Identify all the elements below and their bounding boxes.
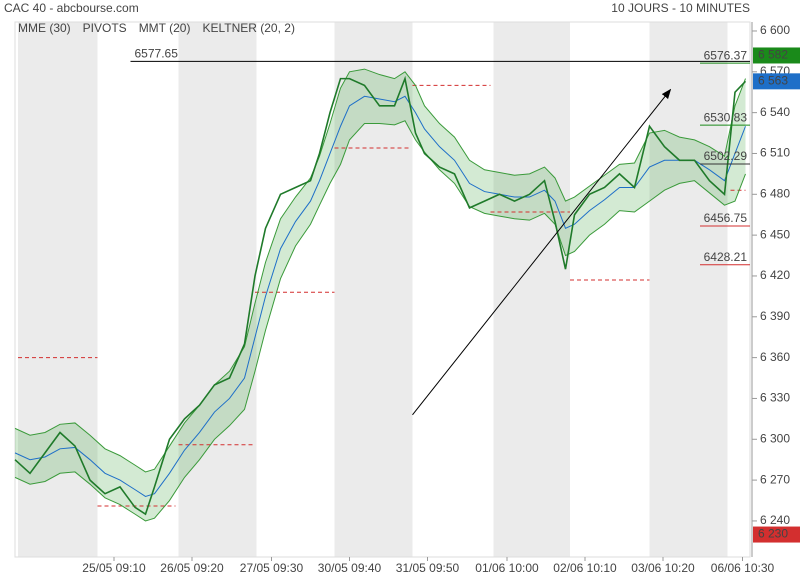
chart-title: CAC 40 - abcbourse.com	[4, 1, 139, 15]
series-line	[14, 68, 746, 473]
x-tick-label: 27/05 09:30	[240, 561, 304, 575]
reference-label: 6577.65	[135, 47, 179, 61]
y-tick-label: 6 300	[760, 431, 790, 445]
x-tick-label: 25/05 09:10	[82, 561, 146, 575]
x-tick-label: 06/06 10:30	[711, 561, 775, 575]
price-tag	[753, 526, 800, 543]
level-label: 6428.21	[704, 250, 748, 264]
y-tick-label: 6 510	[760, 146, 790, 160]
level-label: 6576.37	[704, 48, 748, 62]
session-band	[493, 22, 570, 557]
y-tick-label: 6 270	[760, 472, 790, 486]
level-label: 6456.75	[704, 211, 748, 225]
price-tag-label: 6 582	[758, 48, 788, 62]
y-tick-label: 6 420	[760, 268, 790, 282]
legend-entry: KELTNER (20, 2)	[202, 21, 294, 35]
y-tick-label: 6 600	[760, 23, 790, 37]
y-tick-label: 6 390	[760, 309, 790, 323]
x-tick-label: 02/06 10:10	[553, 561, 617, 575]
y-tick-label: 6 360	[760, 350, 790, 364]
price-tag-label: 6 563	[758, 74, 788, 88]
x-tick-label: 01/06 10:00	[475, 561, 539, 575]
y-tick-label: 6 240	[760, 513, 790, 527]
price-tag	[753, 73, 800, 90]
y-tick-label: 6 540	[760, 105, 790, 119]
x-tick-label: 03/06 10:20	[631, 561, 695, 575]
series-line	[14, 120, 746, 522]
level-label: 6502.29	[704, 149, 748, 163]
legend-entry: PIVOTS	[83, 21, 127, 35]
x-tick-label: 26/05 09:20	[160, 561, 224, 575]
series-line	[14, 95, 746, 497]
legend-entry: MME (30)	[18, 21, 71, 35]
price-tag	[753, 47, 800, 64]
y-tick-label: 6 480	[760, 186, 790, 200]
price-tag-label: 6 230	[758, 527, 788, 541]
legend-entry: MMT (20)	[139, 21, 191, 35]
plot-frame	[14, 21, 751, 558]
chart-subtitle: 10 JOURS - 10 MINUTES	[611, 1, 750, 15]
series-line	[14, 75, 747, 516]
trend-line	[412, 88, 672, 416]
x-tick-label: 31/05 09:50	[396, 561, 460, 575]
session-band	[649, 22, 728, 557]
level-label: 6530.83	[704, 110, 748, 124]
x-tick-label: 30/05 09:40	[318, 561, 382, 575]
y-tick-label: 6 330	[760, 391, 790, 405]
y-tick-label: 6 450	[760, 227, 790, 241]
session-band	[178, 22, 257, 557]
